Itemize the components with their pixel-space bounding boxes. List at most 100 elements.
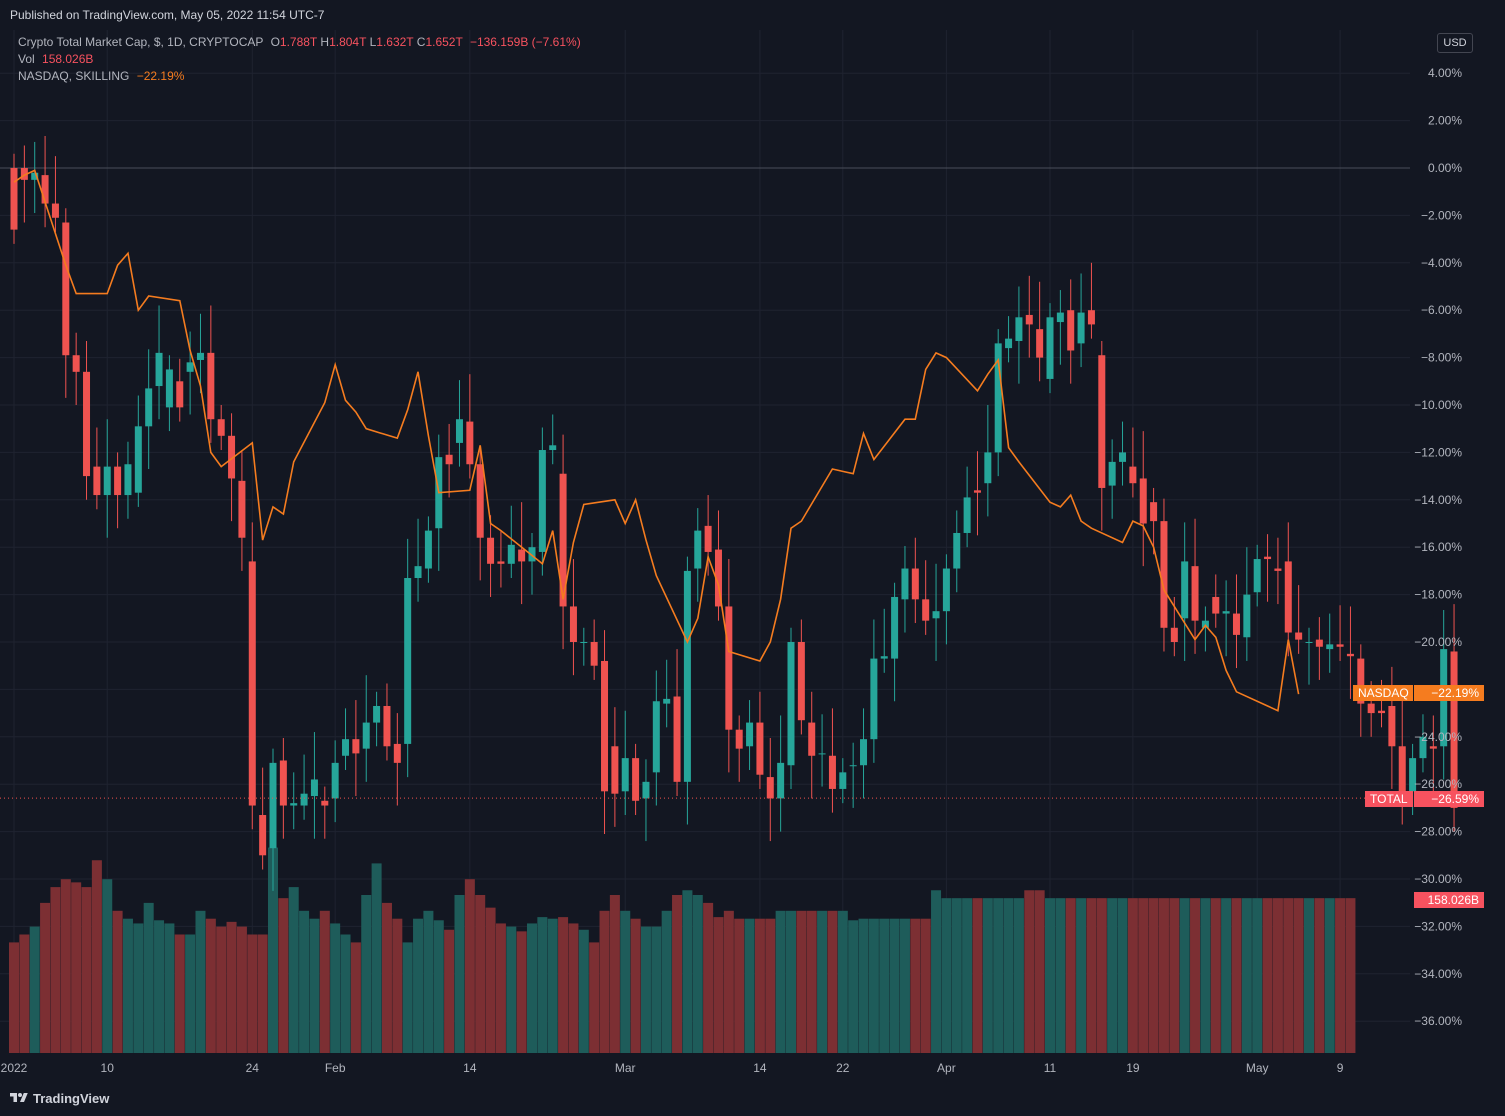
candle-body <box>746 722 754 747</box>
y-tick-label: −32.00% <box>1414 919 1462 933</box>
candle-body <box>849 765 857 767</box>
candle-body <box>1398 746 1406 792</box>
candle-body <box>663 698 671 704</box>
currency-button[interactable]: USD <box>1437 33 1473 53</box>
volume-bar <box>879 918 890 1053</box>
volume-bar <box>589 942 600 1053</box>
candle-body <box>1067 310 1075 351</box>
y-tick-label: −26.00% <box>1414 777 1462 791</box>
volume-bar <box>143 902 154 1053</box>
volume-bar <box>765 918 776 1053</box>
candle-body <box>455 419 463 443</box>
volume-bar <box>299 910 310 1053</box>
volume-bar <box>464 879 475 1053</box>
legend-main[interactable]: Crypto Total Market Cap, $, 1D, CRYPTOCA… <box>18 34 581 51</box>
candle-body <box>155 352 163 387</box>
y-tick-label: −2.00% <box>1421 208 1462 222</box>
candle-body <box>1191 566 1199 621</box>
candle-body <box>507 544 515 564</box>
candle-body <box>828 755 836 789</box>
candle-body <box>217 419 225 436</box>
volume-bar <box>319 910 330 1053</box>
total-name-tag: TOTAL <box>1365 791 1413 807</box>
candle-body <box>652 701 660 773</box>
price-axis[interactable]: 4.00% 2.00% 0.00% −2.00% −4.00% −6.00% −8.00% −… <box>1414 66 1462 1028</box>
x-tick-label: 9 <box>1337 1061 1344 1075</box>
volume-bars <box>9 847 1356 1053</box>
price-chart[interactable]: 4.00% 2.00% 0.00% −2.00% −4.00% −6.00% −8.00% −… <box>0 0 1505 1081</box>
candle-body <box>1326 644 1334 650</box>
nasdaq-value-tag: −22.19% <box>1414 685 1484 701</box>
y-tick-label: −10.00% <box>1414 398 1462 412</box>
tradingview-logo-icon[interactable] <box>10 1091 28 1105</box>
volume-bar <box>1200 898 1211 1053</box>
y-tick-label: 0.00% <box>1428 161 1462 175</box>
candle-body <box>300 793 308 806</box>
candle-body <box>1315 639 1323 647</box>
volume-bar <box>796 910 807 1053</box>
candle-body <box>1388 705 1396 747</box>
legend-close-label: C <box>416 35 426 49</box>
candle-body <box>860 739 868 766</box>
legend-volume[interactable]: Vol 158.026B <box>18 51 93 68</box>
volume-bar <box>1262 898 1273 1053</box>
candle-body <box>186 362 194 372</box>
volume-bar <box>1086 898 1097 1053</box>
candle-body <box>984 452 992 484</box>
time-axis[interactable]: 2022 10 24 Feb 14 Mar 14 22 Apr 11 19 May 9 <box>1 1061 1344 1075</box>
volume-bar <box>620 910 631 1053</box>
volume-bar <box>164 923 175 1053</box>
candle-body <box>1346 653 1354 657</box>
candle-body <box>901 568 909 600</box>
volume-bar <box>713 917 724 1053</box>
volume-bar <box>661 910 672 1053</box>
candle-body <box>31 172 39 180</box>
candle-body <box>777 762 785 799</box>
volume-bar <box>381 902 392 1053</box>
candle-body <box>1232 613 1240 635</box>
candle-body <box>683 570 691 782</box>
volume-bar <box>495 923 506 1053</box>
candle-body <box>1170 627 1178 642</box>
y-tick-label: −14.00% <box>1414 493 1462 507</box>
candle-body <box>569 606 577 642</box>
volume-bar <box>920 918 931 1053</box>
x-tick-label: Apr <box>937 1061 956 1075</box>
volume-bar <box>578 929 589 1053</box>
candle-body <box>922 599 930 621</box>
candle-body <box>10 168 18 230</box>
y-tick-label: 2.00% <box>1428 114 1462 128</box>
volume-bar <box>1231 898 1242 1053</box>
candle-body <box>714 549 722 607</box>
candle-body <box>1357 658 1365 704</box>
volume-bar <box>1117 898 1128 1053</box>
volume-bar <box>1127 898 1138 1053</box>
volume-bar <box>651 926 662 1053</box>
volume-bar <box>1107 898 1118 1053</box>
volume-bar <box>1024 890 1035 1053</box>
candle-body <box>942 568 950 612</box>
candle-body <box>1367 703 1375 714</box>
tradingview-brand[interactable]: TradingView <box>33 1091 110 1106</box>
candle-body <box>580 642 588 643</box>
volume-bar <box>361 895 372 1053</box>
volume-bar <box>1076 898 1087 1053</box>
candle-body <box>725 606 733 730</box>
candle-body <box>1336 644 1344 647</box>
volume-bar <box>102 879 113 1053</box>
candle-body <box>621 758 629 792</box>
volume-bar <box>1055 898 1066 1053</box>
candle-body <box>72 355 80 372</box>
volume-bar <box>1138 898 1149 1053</box>
candle-body <box>1139 478 1147 524</box>
volume-bar <box>91 860 102 1053</box>
volume-bar <box>827 910 838 1053</box>
candle-body <box>1119 452 1127 462</box>
volume-bar <box>1148 898 1159 1053</box>
candle-body <box>880 656 888 659</box>
legend-compare[interactable]: NASDAQ, SKILLING −22.19% <box>18 68 184 85</box>
volume-bar <box>454 895 465 1053</box>
volume-bar <box>330 923 341 1053</box>
candle-body <box>41 175 49 204</box>
volume-value-tag: 158.026B <box>1414 892 1484 908</box>
